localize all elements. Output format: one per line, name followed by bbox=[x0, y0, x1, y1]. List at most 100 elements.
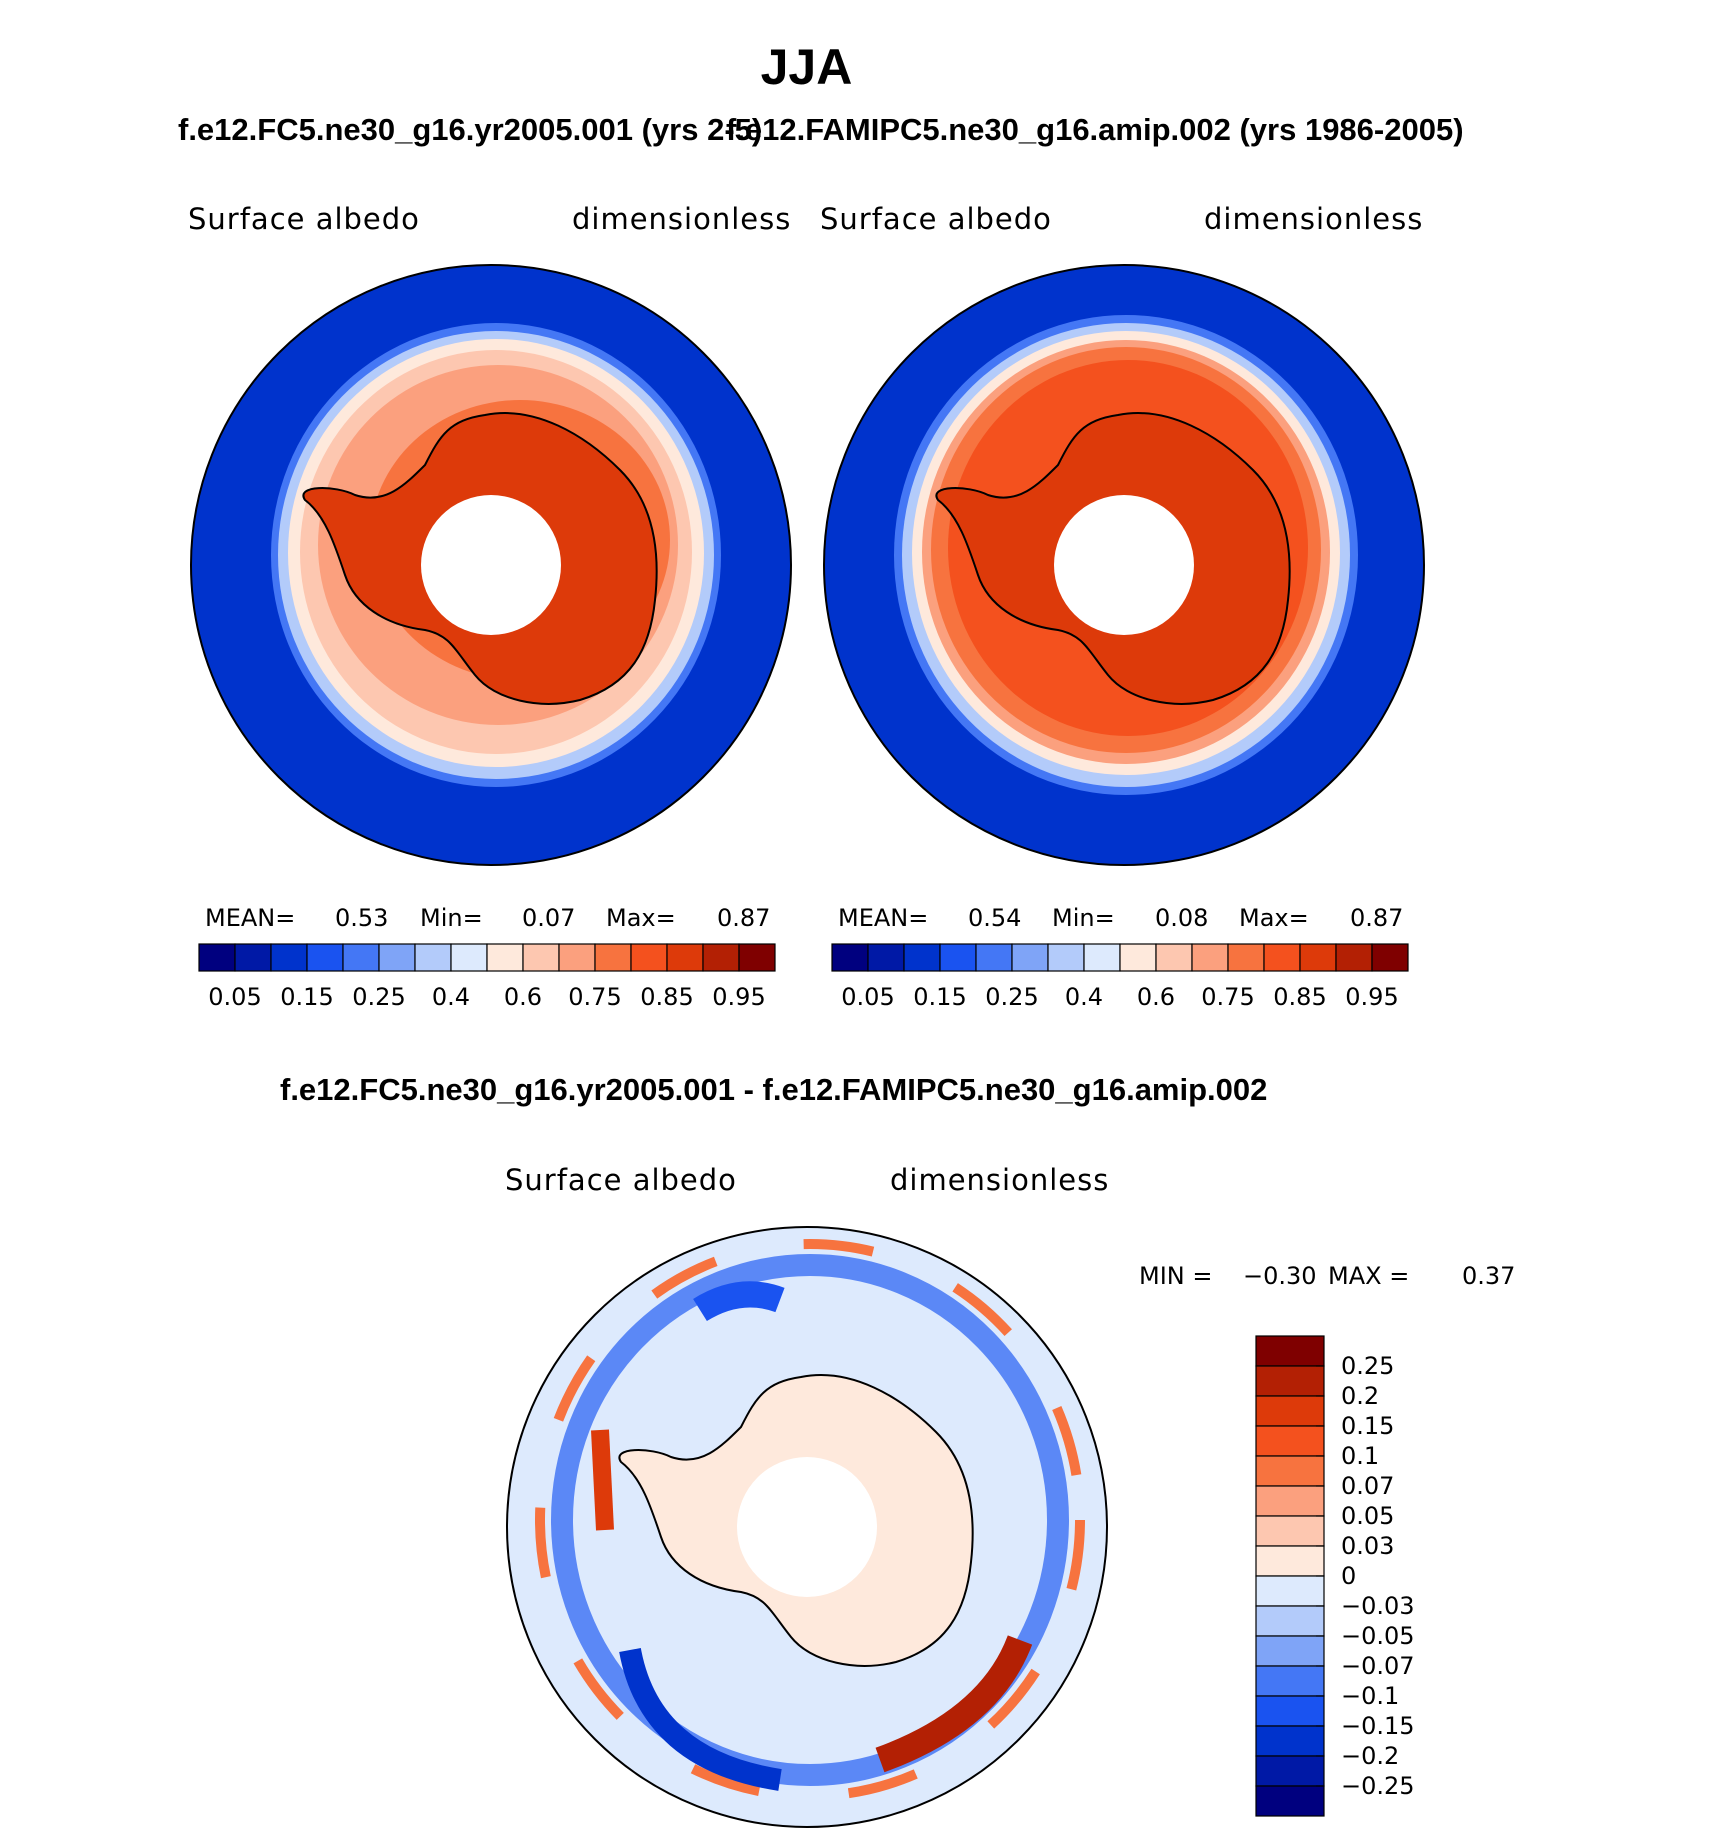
diff-max-label: MAX = bbox=[1328, 1262, 1410, 1290]
panel1-colorbar-tick-label: 0.95 bbox=[712, 983, 765, 1011]
panel1-colorbar-tick-label: 0.15 bbox=[280, 983, 333, 1011]
panel1-colorbar-tick-label: 0.4 bbox=[432, 983, 470, 1011]
diff-colorbar-tick-label: −0.07 bbox=[1341, 1652, 1415, 1680]
diff-colorbar-swatch bbox=[1255, 1335, 1325, 1367]
diff-colorbar-tick-label: 0.05 bbox=[1341, 1502, 1394, 1530]
panel1-colorbar: 0.05 0.15 0.25 0.4 0.6 0.75 0.85 0.95 bbox=[198, 943, 776, 1011]
panel2-colorbar-swatch bbox=[1083, 943, 1121, 972]
panel2-colorbar-swatch bbox=[1119, 943, 1157, 972]
panel2-min-label: Min= bbox=[1052, 904, 1115, 932]
panel2-colorbar-swatch bbox=[1335, 943, 1373, 972]
panel1-colorbar-swatch bbox=[342, 943, 380, 972]
diff-colorbar-swatch bbox=[1255, 1515, 1325, 1547]
panel1-colorbar-swatch bbox=[270, 943, 308, 972]
panel1-min-label: Min= bbox=[420, 904, 483, 932]
diff-colorbar-tick-label: −0.25 bbox=[1341, 1772, 1415, 1800]
diff-colorbar-tick-label: 0.2 bbox=[1341, 1382, 1379, 1410]
diff-colorbar-swatch bbox=[1255, 1545, 1325, 1577]
panel2-mean-value: 0.54 bbox=[968, 904, 1022, 932]
panel2-colorbar-tick-label: 0.05 bbox=[841, 983, 894, 1011]
panel2-colorbar-tick-label: 0.25 bbox=[985, 983, 1038, 1011]
diff-colorbar-swatch bbox=[1255, 1725, 1325, 1757]
diff-colorbar-swatch bbox=[1255, 1365, 1325, 1397]
panel1-colorbar-tick-label: 0.05 bbox=[208, 983, 261, 1011]
diff-colorbar-swatch bbox=[1255, 1485, 1325, 1517]
panel2-colorbar-tick-label: 0.15 bbox=[913, 983, 966, 1011]
diff-colorbar-tick-label: 0.25 bbox=[1341, 1352, 1394, 1380]
diff-subtitle: f.e12.FC5.ne30_g16.yr2005.001 - f.e12.FA… bbox=[280, 1072, 1268, 1107]
panel1-polar-map bbox=[190, 264, 792, 866]
panel2-variable-label: Surface albedo bbox=[820, 202, 1052, 236]
panel1-colorbar-swatch bbox=[486, 943, 524, 972]
panel1-max-value: 0.87 bbox=[717, 904, 771, 932]
panel2-colorbar-tick-label: 0.4 bbox=[1065, 983, 1103, 1011]
panel1-min-value: 0.07 bbox=[522, 904, 576, 932]
diff-colorbar-tick-label: 0.15 bbox=[1341, 1412, 1394, 1440]
panel1-variable-label: Surface albedo bbox=[188, 202, 420, 236]
panel1-mean-label: MEAN= bbox=[205, 904, 296, 932]
diff-colorbar: 0.250.20.150.10.070.050.030−0.03−0.05−0.… bbox=[1255, 1335, 1415, 1817]
diff-units-label: dimensionless bbox=[890, 1163, 1110, 1197]
panel2-colorbar-swatch bbox=[831, 943, 869, 972]
diff-colorbar-tick-label: −0.1 bbox=[1341, 1682, 1399, 1710]
panel1-colorbar-swatch bbox=[594, 943, 632, 972]
panel2-subtitle: f.e12.FAMIPC5.ne30_g16.amip.002 (yrs 198… bbox=[726, 112, 1464, 147]
panel2-max-label: Max= bbox=[1239, 904, 1309, 932]
panel2-colorbar-swatch bbox=[1191, 943, 1229, 972]
panel2-colorbar-swatch bbox=[1227, 943, 1265, 972]
diff-colorbar-swatch bbox=[1255, 1695, 1325, 1727]
diff-colorbar-swatch bbox=[1255, 1635, 1325, 1667]
diff-colorbar-swatch bbox=[1255, 1455, 1325, 1487]
panel1-colorbar-swatch bbox=[738, 943, 776, 972]
diff-colorbar-swatch bbox=[1255, 1755, 1325, 1787]
diff-variable-label: Surface albedo bbox=[505, 1163, 737, 1197]
diff-colorbar-tick-label: −0.2 bbox=[1341, 1742, 1399, 1770]
panel2-colorbar-swatch bbox=[1299, 943, 1337, 972]
diff-max-value: 0.37 bbox=[1462, 1262, 1516, 1290]
panel2-min-value: 0.08 bbox=[1155, 904, 1209, 932]
panel1-colorbar-swatch bbox=[378, 943, 416, 972]
panel1-colorbar-swatch bbox=[450, 943, 488, 972]
panel1-mean-value: 0.53 bbox=[335, 904, 389, 932]
panel2-colorbar-swatch bbox=[1263, 943, 1301, 972]
panel2-colorbar-tick-label: 0.95 bbox=[1345, 983, 1398, 1011]
panel2-mean-label: MEAN= bbox=[838, 904, 929, 932]
panel2-colorbar-swatch bbox=[867, 943, 905, 972]
panel1-colorbar-tick-label: 0.75 bbox=[568, 983, 621, 1011]
panel1-colorbar-swatch bbox=[414, 943, 452, 972]
panel2-colorbar-swatch bbox=[1047, 943, 1085, 972]
panel1-colorbar-swatch bbox=[522, 943, 560, 972]
diff-colorbar-tick-label: 0.07 bbox=[1341, 1472, 1394, 1500]
panel2-colorbar-swatch bbox=[1011, 943, 1049, 972]
diff-colorbar-tick-label: −0.03 bbox=[1341, 1592, 1415, 1620]
panel1-colorbar-swatch bbox=[306, 943, 344, 972]
diff-colorbar-swatch bbox=[1255, 1665, 1325, 1697]
diff-colorbar-tick-label: 0 bbox=[1341, 1562, 1356, 1590]
panel1-colorbar-swatch bbox=[234, 943, 272, 972]
diff-colorbar-tick-label: −0.05 bbox=[1341, 1622, 1415, 1650]
panel1-colorbar-tick-label: 0.85 bbox=[640, 983, 693, 1011]
panel2-polar-map bbox=[823, 264, 1425, 866]
diff-colorbar-tick-label: 0.03 bbox=[1341, 1532, 1394, 1560]
panel2-colorbar-swatch bbox=[903, 943, 941, 972]
diff-polar-map bbox=[506, 1226, 1108, 1828]
panel2-colorbar-tick-label: 0.6 bbox=[1137, 983, 1175, 1011]
panel1-colorbar-swatch bbox=[198, 943, 236, 972]
panel2-colorbar-swatch bbox=[975, 943, 1013, 972]
panel2-colorbar-swatch bbox=[1155, 943, 1193, 972]
panel2-colorbar-tick-label: 0.75 bbox=[1201, 983, 1254, 1011]
diff-colorbar-swatch bbox=[1255, 1785, 1325, 1817]
panel1-colorbar-tick-label: 0.6 bbox=[504, 983, 542, 1011]
diff-colorbar-swatch bbox=[1255, 1575, 1325, 1607]
diff-min-value: −0.30 bbox=[1243, 1262, 1317, 1290]
diff-colorbar-swatch bbox=[1255, 1425, 1325, 1457]
panel1-colorbar-swatch bbox=[702, 943, 740, 972]
main-title: JJA bbox=[760, 39, 853, 95]
panel1-units-label: dimensionless bbox=[572, 202, 792, 236]
diff-colorbar-swatch bbox=[1255, 1605, 1325, 1637]
diff-min-label: MIN = bbox=[1139, 1262, 1213, 1290]
panel2-colorbar: 0.05 0.15 0.25 0.4 0.6 0.75 0.85 0.95 bbox=[831, 943, 1409, 1011]
diff-colorbar-tick-label: −0.15 bbox=[1341, 1712, 1415, 1740]
panel1-subtitle: f.e12.FC5.ne30_g16.yr2005.001 (yrs 2-5) bbox=[178, 112, 763, 147]
